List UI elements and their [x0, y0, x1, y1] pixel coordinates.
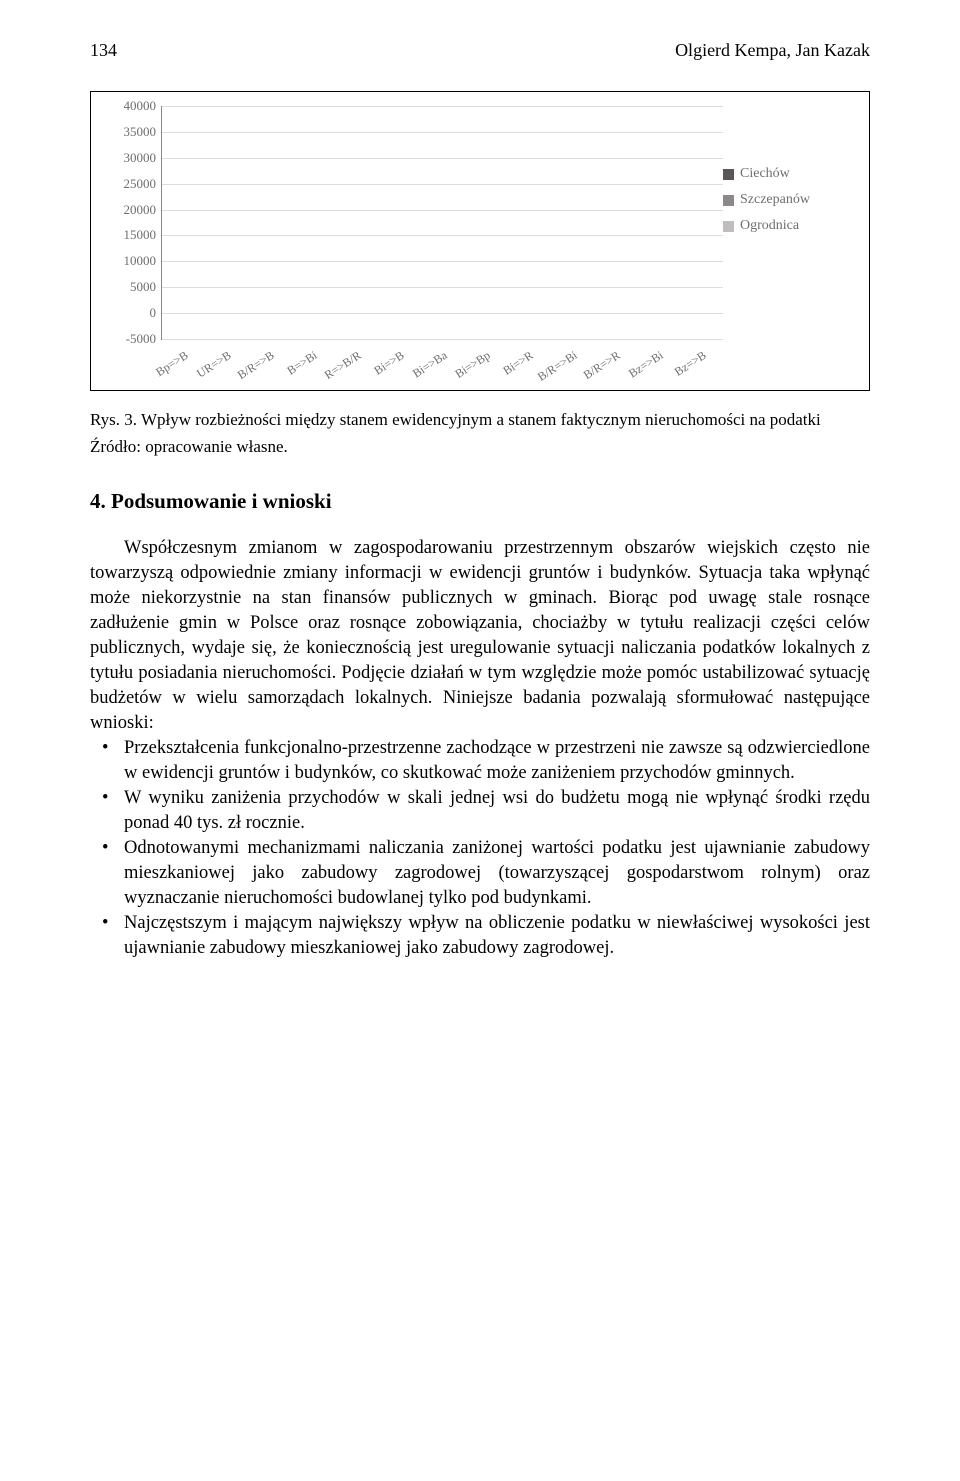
x-tick-label: B=>Bi — [285, 348, 321, 378]
y-tick-label: 0 — [108, 305, 156, 321]
section-heading: 4. Podsumowanie i wnioski — [90, 489, 870, 514]
list-item: Najczęstszym i mającym największy wpływ … — [124, 911, 870, 961]
x-tick-label: Bi=>B — [371, 348, 407, 378]
legend-label: Szczepanów — [740, 192, 810, 208]
list-item: Przekształcenia funkcjonalno-przestrzenn… — [124, 736, 870, 786]
x-tick-label: Bi=>R — [501, 348, 537, 378]
list-item: W wyniku zaniżenia przychodów w skali je… — [124, 786, 870, 836]
figure-3-chart: 40000 35000 30000 25000 20000 15000 10000 5000 0… — [90, 91, 870, 391]
y-tick-label: 35000 — [108, 124, 156, 140]
y-tick-label: 40000 — [108, 98, 156, 114]
body-paragraph: Współczesnym zmianom w zagospodarowaniu … — [90, 536, 870, 736]
y-tick-label: -5000 — [108, 331, 156, 347]
y-tick-label: 10000 — [108, 253, 156, 269]
figure-source: Źródło: opracowanie własne. — [90, 437, 870, 457]
legend-swatch — [723, 169, 734, 180]
legend-label: Ogrodnica — [740, 218, 799, 234]
legend-item: Szczepanów — [723, 192, 853, 208]
legend-swatch — [723, 195, 734, 206]
legend-item: Ogrodnica — [723, 218, 853, 234]
y-tick-label: 20000 — [108, 202, 156, 218]
gridline — [162, 313, 723, 314]
figure-caption: Rys. 3. Wpływ rozbieżności między stanem… — [90, 409, 870, 431]
running-header: 134 Olgierd Kempa, Jan Kazak — [90, 40, 870, 61]
y-tick-label: 25000 — [108, 176, 156, 192]
legend-swatch — [723, 221, 734, 232]
chart-legend: Ciechów Szczepanów Ogrodnica — [723, 106, 853, 380]
y-tick-label: 30000 — [108, 150, 156, 166]
legend-label: Ciechów — [740, 166, 790, 182]
x-tick-label: Bp=>B — [153, 348, 191, 380]
list-item: Odnotowanymi mechanizmami naliczania zan… — [124, 836, 870, 911]
legend-item: Ciechów — [723, 166, 853, 182]
y-tick-label: 5000 — [108, 279, 156, 295]
conclusions-list: Przekształcenia funkcjonalno-przestrzenn… — [90, 736, 870, 961]
y-tick-label: 15000 — [108, 227, 156, 243]
page-number: 134 — [90, 40, 117, 61]
plot-area: 4000035000300002500020000150001000050000… — [107, 106, 723, 380]
authors: Olgierd Kempa, Jan Kazak — [675, 40, 870, 61]
gridline — [162, 339, 723, 340]
